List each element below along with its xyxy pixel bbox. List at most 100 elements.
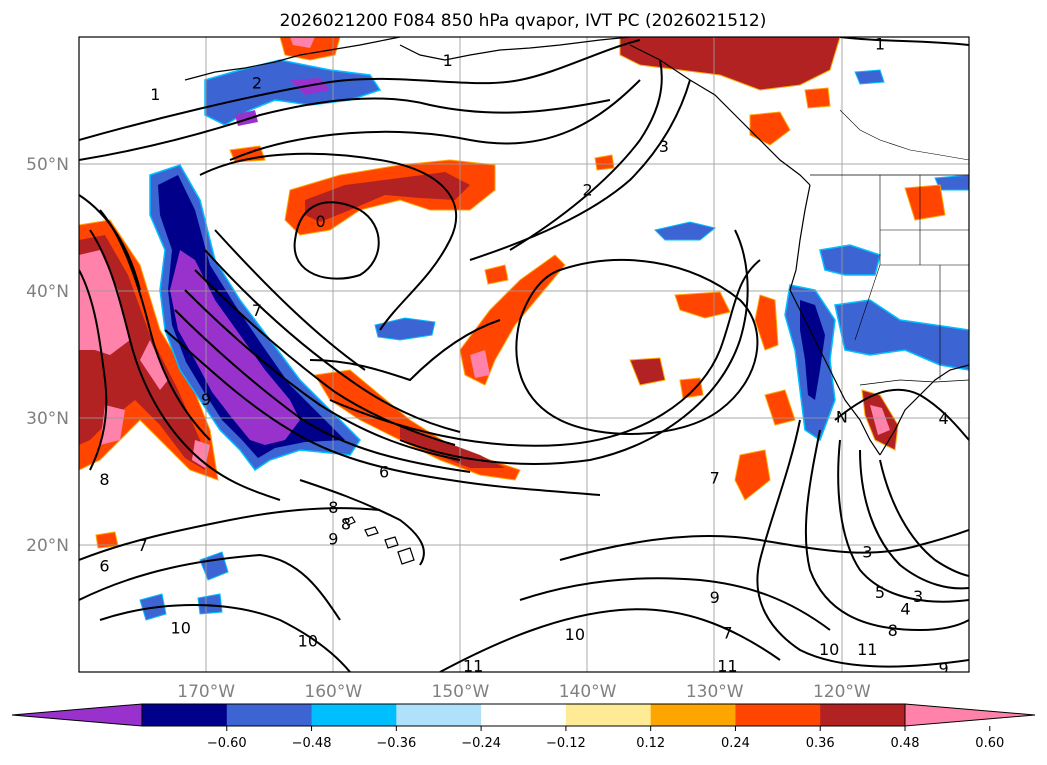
contour-ar-6 [214,229,366,371]
coast-hawaii-3 [384,536,399,549]
contour-west-3 [79,269,108,471]
contour-label: 5 [875,583,885,602]
shade-north-red-3 [749,111,791,146]
contour-label: 10 [565,625,585,644]
contour-south-5 [519,577,831,631]
border-us-mexico [859,379,969,386]
contour-2-gulf [469,79,691,261]
colorbar-segment [820,704,906,726]
contour-south-4 [439,608,781,672]
lon-tick-label: 130°W [686,682,744,702]
contour-label: 9 [201,390,211,409]
contour-label: 1 [150,85,160,104]
colorbar-tick-label: −0.24 [461,736,501,751]
shade-blob-i [95,531,119,549]
contour-label: 4 [938,409,948,428]
coast-bc-inland [839,109,969,161]
shade-pink-west-max2 [140,340,168,390]
contour-east-5 [879,459,969,577]
lat-tick-label: 20°N [26,536,69,556]
shade-inland-blue-2 [819,244,881,276]
colorbar-extend-min [11,703,143,727]
shade-east-red-1 [754,294,779,351]
contour-label: 9 [710,588,720,607]
contour-label: 10 [298,631,318,650]
shade-mid-band [459,254,566,386]
contour-label: 6 [379,462,389,481]
coast-hawaii-2 [364,526,379,537]
colorbar-tick-label: 0.24 [721,736,750,751]
shade-east-red-4 [734,449,771,501]
contour-west-1 [89,229,281,501]
lat-tick-label: 40°N [26,282,69,302]
qvapor-shading [79,37,969,621]
contour-east-3 [837,439,969,603]
coast-pnw [789,184,881,456]
contour-label: 8 [888,621,898,640]
colorbar-tick-label: −0.60 [207,736,247,751]
lon-tick-label: 120°W [813,682,871,702]
shade-blob-a [374,317,436,341]
colorbar-tick-label: −0.12 [546,736,586,751]
contour-label: 9 [328,530,338,549]
contour-1-north [79,39,641,141]
contour-label: N [836,408,848,427]
contour-label: 7 [710,469,720,488]
contour-label: 3 [862,542,872,561]
contour-label: 7 [252,301,262,320]
contour-label: 10 [819,640,839,659]
shade-pink-west-max [79,250,130,355]
contour-label: 0 [315,212,325,231]
shade-blob-m [484,264,509,285]
colorbar-segment [396,704,482,726]
contour-ar-5 [204,249,461,433]
contour-west-2 [99,209,211,441]
lon-tick-label: 140°W [559,682,617,702]
shade-blob-e [197,593,223,615]
contour-label: 8 [99,470,109,489]
shade-blob-j [904,184,946,221]
shade-north-red-1b [290,37,315,48]
colorbar-segment [142,704,228,726]
contour-pc-loop [515,259,759,435]
coast-alaska-peninsula [184,37,401,81]
colorbar-tick-label: 0.60 [975,736,1004,751]
coast-hawaii-4 [397,547,415,565]
colorbar-frame [141,703,906,727]
colorbar-tick-label: 0.12 [636,736,665,751]
contour-label: 2 [252,74,262,93]
contour-3-gulf [509,59,663,251]
contour-label: 7 [722,624,732,643]
colorbar-tick-label: 0.48 [891,736,920,751]
lon-tick-label: 160°W [304,682,362,702]
contour-south-3 [99,604,351,672]
colorbar: −0.60 −0.48 −0.36 −0.24 −0.12 0.12 0.24 0.36 0.4… [11,703,1036,751]
colorbar-segment [735,704,821,726]
contour-label: 7 [137,536,147,555]
shade-east-red-6 [764,389,796,426]
colorbar-extend-max [904,703,1036,727]
shade-coast-navy [800,300,825,400]
map-title: 2026021200 F084 850 hPa qvapor, IVT PC (… [280,11,767,31]
contour-2-alaska [79,97,611,161]
contour-label: 3 [659,137,669,156]
shade-baja-pink-core [870,405,890,435]
contour-label: 11 [717,657,737,676]
lon-tick-label: 170°W [177,682,235,702]
contour-label: 8 [328,498,338,517]
contour-label: 3 [913,587,923,606]
colorbar-segment [226,704,313,726]
shade-east-red-2 [674,291,731,319]
map-frame [78,36,970,673]
shade-blob-k [804,87,831,109]
contour-arc-mid-2 [329,259,761,447]
shade-mid-band-pink [470,350,490,378]
contour-label: 6 [99,556,109,575]
contour-label: 1 [875,34,885,53]
contour-south-1 [79,507,381,561]
contour-label: 11 [857,640,877,659]
contour-label: 11 [463,657,483,676]
contour-hawaii [299,479,425,566]
shade-blob-l [594,154,615,171]
contour-ar-3 [184,289,461,461]
